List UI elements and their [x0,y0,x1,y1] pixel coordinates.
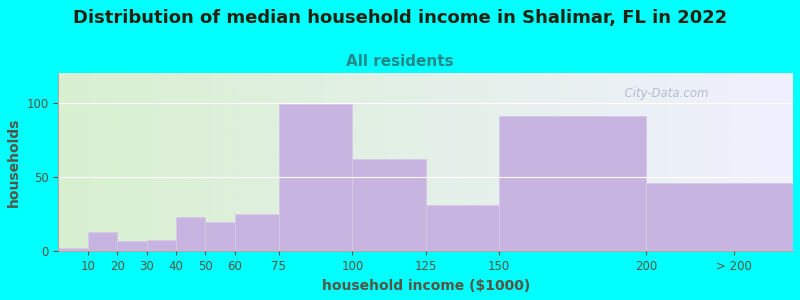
Bar [646,183,793,251]
Bar [426,206,499,251]
Bar [88,232,118,251]
Bar [206,222,234,251]
Text: City-Data.com: City-Data.com [617,87,708,100]
Bar [176,217,206,251]
Bar [352,159,426,251]
Bar [146,240,176,251]
Y-axis label: households: households [7,118,21,207]
Bar [499,116,646,251]
Text: All residents: All residents [346,54,454,69]
Bar [279,104,352,251]
Bar [58,248,88,251]
Bar [118,241,146,251]
Bar [234,214,279,251]
Text: Distribution of median household income in Shalimar, FL in 2022: Distribution of median household income … [73,9,727,27]
X-axis label: household income ($1000): household income ($1000) [322,279,530,293]
